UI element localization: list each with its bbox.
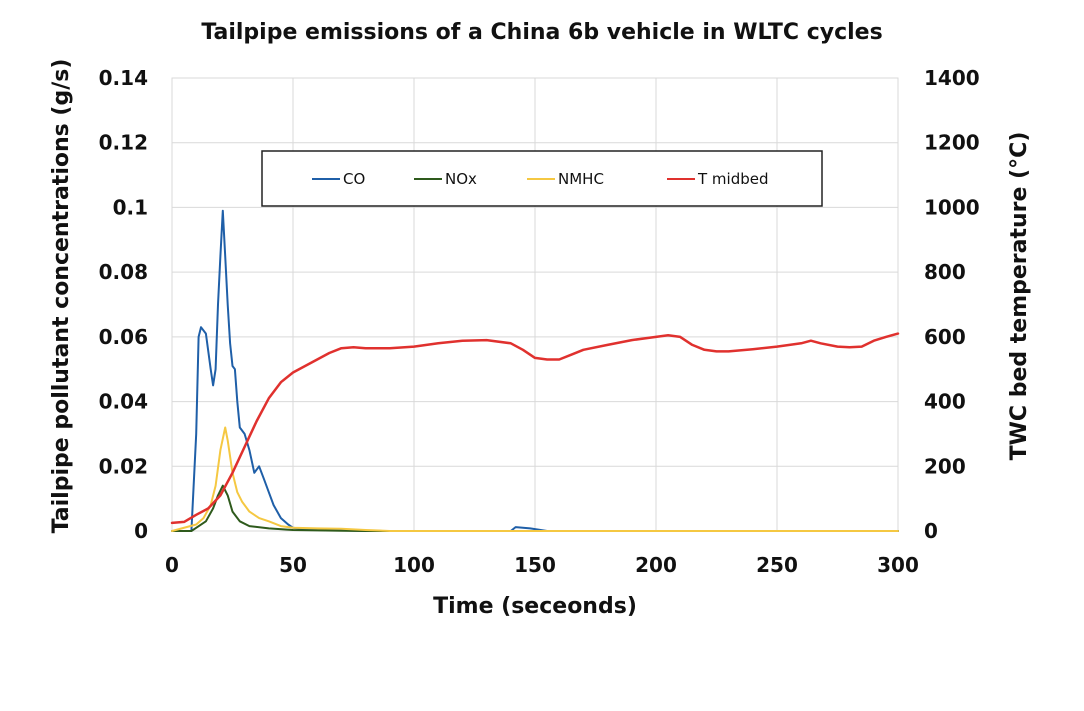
x-tick-label: 150	[514, 553, 556, 577]
series-line-t-midbed	[170, 332, 900, 525]
y-left-tick-label: 0.02	[99, 454, 148, 478]
y-right-tick-label: 1400	[924, 66, 980, 90]
chart-title: Tailpipe emissions of a China 6b vehicle…	[201, 20, 882, 45]
y-right-tick-label: 0	[924, 519, 938, 543]
y-left-tick-label: 0	[134, 519, 148, 543]
legend-label: NMHC	[558, 170, 604, 188]
x-tick-label: 100	[393, 553, 435, 577]
ticks-layer: 0 50 100 150 200 250 30000.020.040.060.080.10.…	[99, 66, 980, 577]
series-layer	[170, 209, 900, 532]
legend-label: CO	[343, 170, 365, 188]
y-right-tick-label: 400	[924, 390, 966, 414]
x-tick-label: 250	[756, 553, 798, 577]
legend-label: T midbed	[697, 170, 769, 188]
y-right-tick-label: 1200	[924, 131, 980, 155]
y-axis-right-title: TWC bed temperature (°C)	[1007, 132, 1032, 461]
y-left-tick-label: 0.06	[99, 325, 148, 349]
y-left-tick-label: 0.12	[99, 131, 148, 155]
y-right-tick-label: 200	[924, 454, 966, 478]
x-tick-label: 200	[635, 553, 677, 577]
y-right-tick-label: 1000	[924, 195, 980, 219]
legend: CO NOx NMHC T midbed	[261, 150, 823, 207]
y-right-tick-label: 600	[924, 325, 966, 349]
y-axis-left-title: Tailpipe pollutant concentrations (g/s)	[49, 59, 74, 534]
x-axis-title: Time (seceonds)	[433, 594, 637, 619]
series-line-nox	[171, 484, 899, 532]
legend-label: NOx	[445, 170, 477, 188]
y-right-tick-label: 800	[924, 260, 966, 284]
y-left-tick-label: 0.14	[99, 66, 148, 90]
x-tick-label: 0	[165, 553, 179, 577]
legend-items: CO NOx NMHC T midbed	[312, 170, 769, 188]
x-tick-label: 300	[877, 553, 919, 577]
y-left-tick-label: 0.1	[113, 195, 148, 219]
x-tick-label: 50	[279, 553, 307, 577]
grid-layer	[171, 77, 899, 532]
series-line-nmhc	[171, 426, 899, 532]
y-left-tick-label: 0.04	[99, 390, 148, 414]
y-left-tick-label: 0.08	[99, 260, 148, 284]
